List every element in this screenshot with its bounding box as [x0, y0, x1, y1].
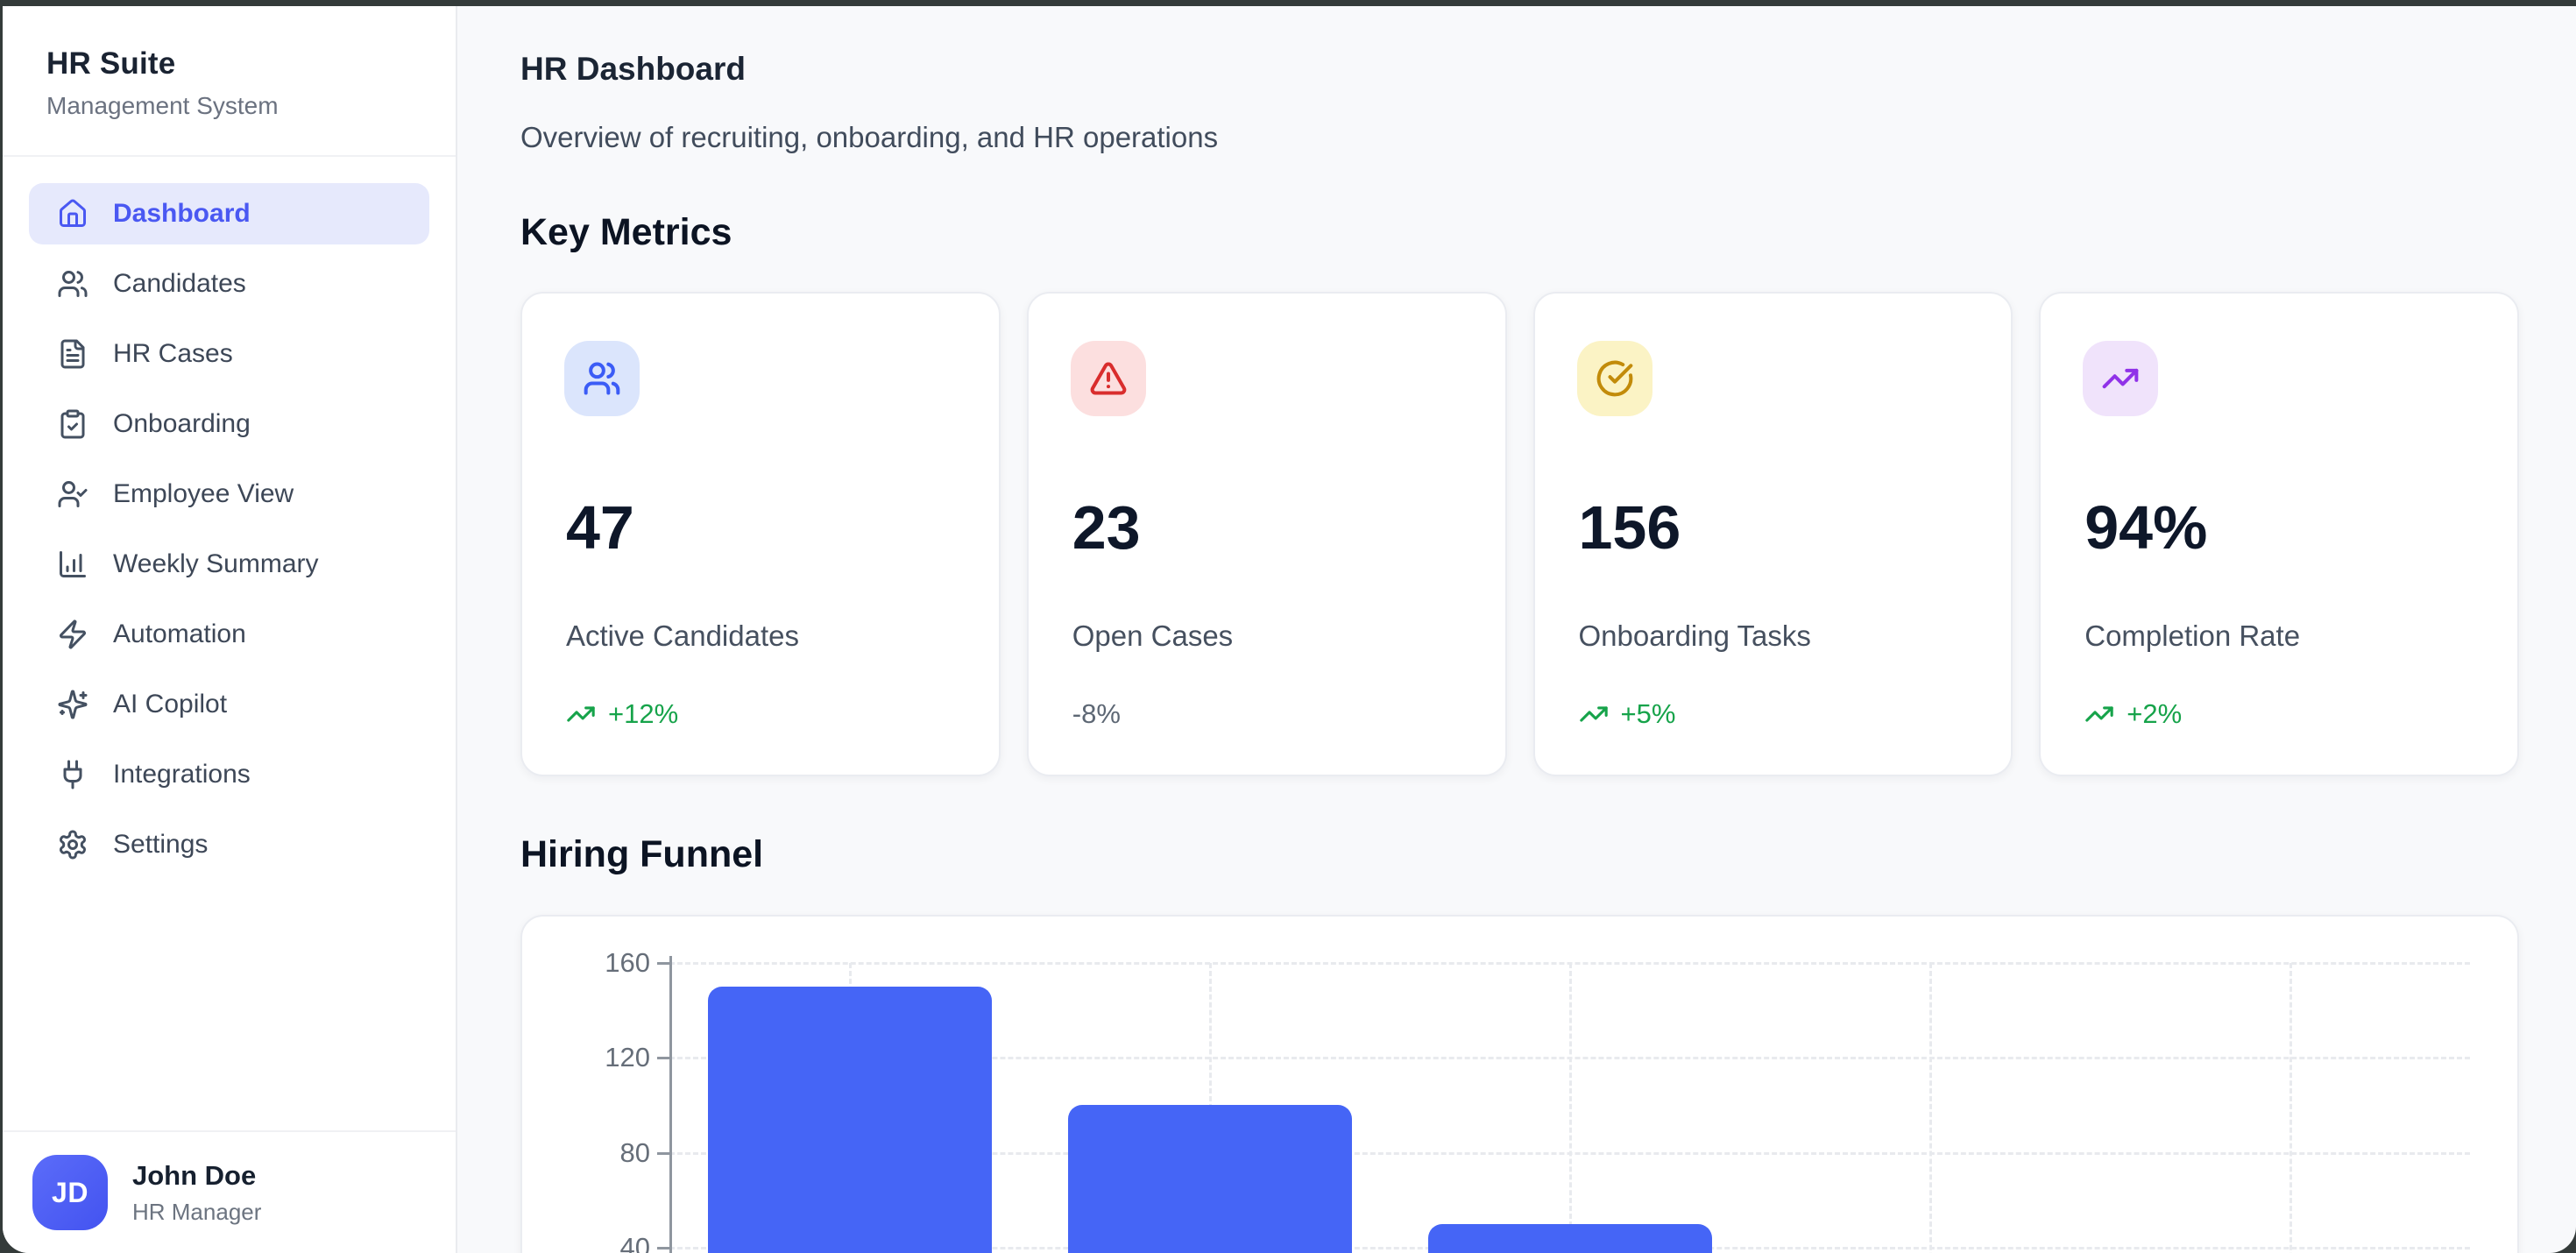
metric-value: 156: [1578, 493, 1681, 562]
page-title: HR Dashboard: [520, 51, 746, 87]
y-axis-label: 120: [605, 1042, 650, 1073]
sidebar-header: HR Suite Management System: [3, 6, 456, 157]
y-axis-tick: [657, 1246, 669, 1249]
sidebar-item-label: Onboarding: [113, 409, 251, 438]
settings-icon: [60, 830, 86, 860]
sidebar-item-weekly-summary[interactable]: Weekly Summary: [29, 534, 429, 595]
page-subtitle: Overview of recruiting, onboarding, and …: [520, 121, 1219, 153]
sidebar-item-settings[interactable]: Settings: [29, 814, 429, 875]
avatar: JD: [32, 1155, 108, 1230]
sidebar-item-label: Integrations: [113, 760, 251, 789]
home-icon: [60, 199, 86, 227]
metric-icon-tile: [564, 341, 640, 416]
app-subtitle: Management System: [46, 92, 279, 119]
metric-icon-tile: [1070, 341, 1146, 416]
metric-delta: +2%: [2084, 698, 2182, 730]
sidebar-item-label: Weekly Summary: [113, 549, 319, 578]
users-icon: [584, 362, 620, 395]
sidebar-item-label: Settings: [113, 830, 209, 859]
funnel-bar[interactable]: [1067, 1105, 1352, 1253]
key-metrics-heading: Key Metrics: [520, 211, 732, 253]
gridline-vertical: [1568, 963, 1572, 1253]
main-content: HR Dashboard Overview of recruiting, onb…: [457, 6, 2576, 1253]
y-axis: [669, 956, 672, 1253]
circle-check-icon: [1596, 360, 1632, 397]
metric-label: Open Cases: [1072, 619, 1234, 652]
sidebar-item-employee-view[interactable]: Employee View: [29, 464, 429, 525]
sidebar-item-label: Employee View: [113, 479, 294, 508]
metric-value: 94%: [2084, 493, 2208, 562]
sidebar-item-onboarding[interactable]: Onboarding: [29, 393, 429, 455]
file-text-icon: [60, 339, 85, 369]
metric-delta-text: +5%: [1620, 698, 1676, 729]
metric-card-completion-rate: 94% Completion Rate +2%: [2039, 292, 2519, 776]
user-info: John Doe HR Manager: [132, 1160, 261, 1226]
chart-column-icon: [60, 551, 86, 577]
user-footer[interactable]: JD John Doe HR Manager: [3, 1130, 456, 1253]
hiring-funnel-heading: Hiring Funnel: [520, 833, 764, 875]
sidebar-item-dashboard[interactable]: Dashboard: [29, 183, 429, 244]
metric-label: Completion Rate: [2084, 619, 2301, 652]
y-axis-tick: [657, 962, 669, 965]
metric-card-onboarding-tasks: 156 Onboarding Tasks +5%: [1532, 292, 2013, 776]
y-axis-label: 40: [619, 1231, 650, 1253]
clipboard-check-icon: [60, 409, 85, 439]
metric-delta-text: -8%: [1072, 698, 1121, 729]
metric-card-open-cases: 23 Open Cases -8%: [1026, 292, 1507, 776]
sidebar-item-label: AI Copilot: [113, 690, 228, 719]
sidebar-item-ai-copilot[interactable]: AI Copilot: [29, 674, 429, 735]
metric-delta-text: +2%: [2127, 698, 2183, 729]
app-title: HR Suite: [46, 46, 176, 81]
sidebar-item-automation[interactable]: Automation: [29, 604, 429, 665]
users-icon: [58, 271, 88, 297]
trending-up-icon: [1579, 706, 1608, 722]
sidebar-nav: Dashboard Candidates HR Cases Onboarding Emp…: [3, 157, 456, 1130]
y-axis-label: 80: [619, 1136, 650, 1168]
y-axis-tick: [657, 1151, 669, 1155]
user-name: John Doe: [132, 1159, 257, 1191]
alert-triangle-icon: [1090, 362, 1127, 395]
trending-up-icon: [2085, 706, 2113, 722]
metric-icon-tile: [1576, 341, 1652, 416]
sidebar-item-label: Automation: [113, 619, 246, 648]
user-role: HR Manager: [132, 1198, 262, 1225]
metric-cards-row: 47 Active Candidates +12% 23 Open Cases -8% 15…: [520, 292, 2519, 776]
metric-delta: +5%: [1579, 698, 1676, 730]
sidebar-item-label: HR Cases: [113, 339, 233, 368]
metric-delta-text: +12%: [608, 698, 679, 729]
sidebar-item-candidates[interactable]: Candidates: [29, 253, 429, 315]
sparkles-icon: [58, 690, 88, 719]
sidebar-item-integrations[interactable]: Integrations: [29, 744, 429, 805]
metric-label: Onboarding Tasks: [1578, 619, 1811, 652]
trending-up-icon: [567, 706, 595, 722]
zap-icon: [60, 619, 86, 649]
metric-delta: +12%: [566, 698, 678, 730]
metric-card-active-candidates: 47 Active Candidates +12%: [520, 292, 1001, 776]
y-axis-label: 160: [605, 947, 650, 978]
app-window: HR Suite Management System Dashboard Cand…: [3, 6, 2576, 1253]
funnel-bar[interactable]: [1427, 1223, 1712, 1253]
sidebar-item-hr-cases[interactable]: HR Cases: [29, 323, 429, 385]
funnel-bar[interactable]: [707, 987, 992, 1253]
plug-icon: [63, 760, 82, 789]
hiring-funnel-chart: 160 120 80 40: [520, 915, 2519, 1253]
y-axis-tick: [657, 1057, 669, 1060]
metric-value: 47: [566, 493, 634, 562]
sidebar-item-label: Dashboard: [113, 199, 251, 228]
metric-value: 23: [1072, 493, 1141, 562]
metric-label: Active Candidates: [566, 619, 799, 652]
gridline-vertical: [2289, 963, 2292, 1253]
sidebar-item-label: Candidates: [113, 269, 246, 298]
metric-icon-tile: [2083, 341, 2159, 416]
user-check-icon: [58, 481, 88, 507]
gridline-vertical: [1928, 963, 1932, 1253]
sidebar: HR Suite Management System Dashboard Cand…: [3, 6, 457, 1253]
metric-delta: -8%: [1072, 698, 1121, 730]
trending-up-icon: [2102, 368, 2139, 389]
